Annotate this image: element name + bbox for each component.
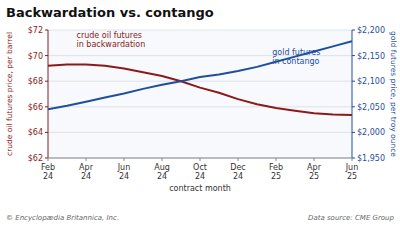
title: Backwardation vs. contango bbox=[6, 5, 214, 20]
grid-line bbox=[48, 106, 352, 107]
tick-label: Apr24 bbox=[79, 163, 94, 181]
tick-label: Aug24 bbox=[154, 163, 170, 181]
tick-label: Dec24 bbox=[230, 163, 245, 181]
tick-label: Jun25 bbox=[345, 163, 359, 181]
annotation: crude oil futuresin backwardation bbox=[77, 31, 146, 49]
chart: $62 $64 $66 $68 $70 $72 $1,950 $2,000 $2,050 $2,1… bbox=[0, 0, 400, 225]
tick-label: $66 bbox=[28, 103, 43, 112]
axis-label: crude oil futures price, per barrel bbox=[5, 32, 14, 156]
axis-label: gold futures price, per troy ounce bbox=[389, 31, 398, 157]
annotation: gold futuresin contango bbox=[272, 48, 320, 66]
footer: © Encyclopædia Britannica, Inc. bbox=[6, 214, 119, 222]
axis-line bbox=[48, 30, 49, 158]
tick-label: $2,050 bbox=[357, 103, 385, 112]
tick-label: $64 bbox=[28, 128, 43, 137]
grid-line bbox=[48, 132, 352, 133]
tick-label: Feb24 bbox=[41, 163, 55, 181]
axis-label: contract month bbox=[169, 184, 231, 193]
tick-label: $2,150 bbox=[357, 52, 385, 61]
grid-line bbox=[48, 158, 352, 159]
tick-label: $62 bbox=[28, 154, 43, 163]
tick-label: $72 bbox=[28, 26, 43, 35]
axis-line bbox=[352, 30, 353, 158]
plot-area bbox=[48, 30, 352, 158]
grid-line bbox=[48, 81, 352, 82]
tick-label: $70 bbox=[28, 52, 43, 61]
tick-label: Feb25 bbox=[269, 163, 283, 181]
series-group bbox=[48, 41, 352, 115]
footer: Data source: CME Group bbox=[308, 214, 395, 222]
tick-label: $2,200 bbox=[357, 26, 385, 35]
line bbox=[48, 41, 352, 109]
line bbox=[48, 65, 352, 116]
tick-label: $2,000 bbox=[357, 128, 385, 137]
tick-label: $1,950 bbox=[357, 154, 385, 163]
tick-label: Apr25 bbox=[307, 163, 322, 181]
tick-label: Jun24 bbox=[117, 163, 131, 181]
axis-line bbox=[48, 158, 352, 159]
tick-label: $2,100 bbox=[357, 77, 385, 86]
tick-label: Oct24 bbox=[193, 163, 207, 181]
tick-label: $68 bbox=[28, 77, 43, 86]
